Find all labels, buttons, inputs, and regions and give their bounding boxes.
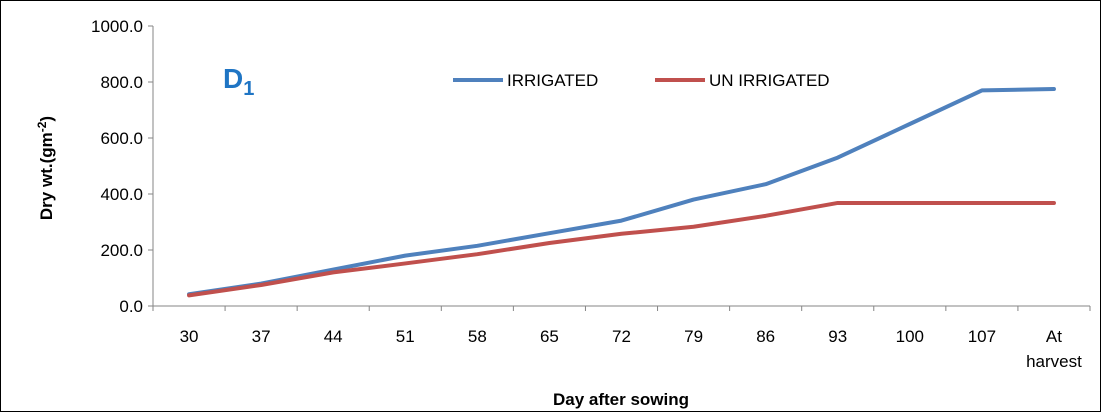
x-tick-label: 51	[396, 327, 415, 346]
x-tick-label: 93	[828, 327, 847, 346]
y-tick-label: 400.0	[100, 185, 143, 204]
series-line-irrigated	[189, 89, 1054, 294]
x-tick-label: 44	[324, 327, 343, 346]
legend-label-irrigated: IRRIGATED	[507, 71, 598, 90]
x-tick-label: 72	[612, 327, 631, 346]
x-tick-label: 100	[896, 327, 924, 346]
x-tick-label: 79	[684, 327, 703, 346]
x-tick-label: 65	[540, 327, 559, 346]
x-tick-label: 107	[968, 327, 996, 346]
y-axis-title: Dry wt.(gm-2)	[35, 116, 56, 220]
panel-label: D1	[223, 63, 254, 100]
y-tick-label: 800.0	[100, 73, 143, 92]
y-tick-labels: 0.0 200.0 400.0 600.0 800.0 1000.0	[91, 17, 143, 316]
x-tick-label: 30	[180, 327, 199, 346]
axes	[148, 26, 1090, 311]
x-tick-label: 86	[756, 327, 775, 346]
y-tick-label: 600.0	[100, 129, 143, 148]
x-tick-label: 58	[468, 327, 487, 346]
x-axis-title: Day after sowing	[553, 390, 689, 409]
y-tick-label: 1000.0	[91, 17, 143, 36]
legend-label-unirrigated: UN IRRIGATED	[709, 71, 830, 90]
series-lines	[189, 89, 1054, 296]
y-tick-label: 200.0	[100, 241, 143, 260]
legend: IRRIGATED UN IRRIGATED	[453, 71, 830, 90]
y-tick-label: 0.0	[119, 297, 143, 316]
series-line-un-irrigated	[189, 203, 1054, 295]
x-tick-label: 37	[252, 327, 271, 346]
